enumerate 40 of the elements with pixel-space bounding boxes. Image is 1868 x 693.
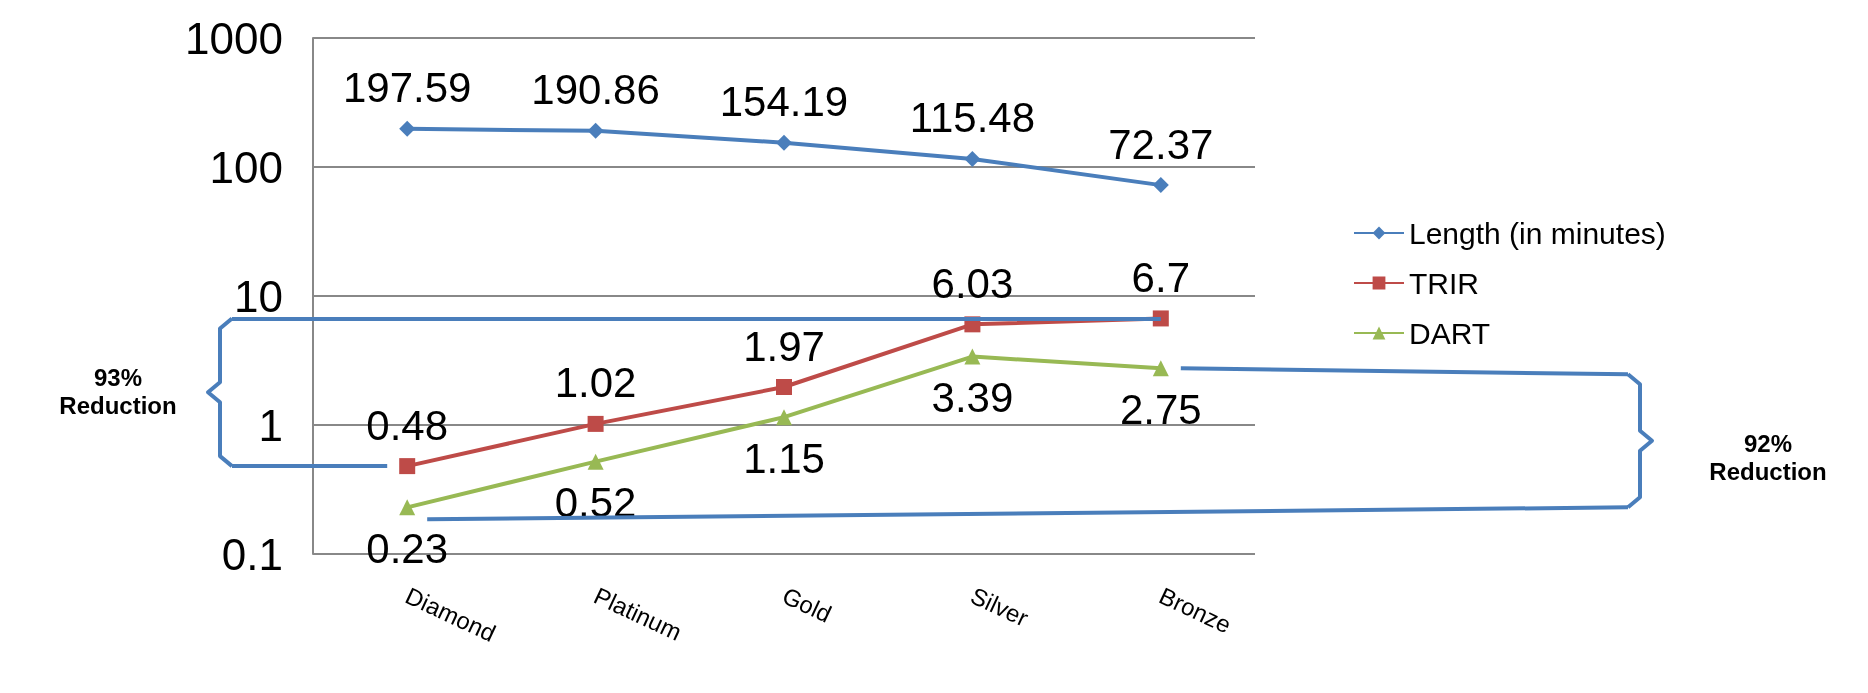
y-tick-label: 100	[209, 142, 283, 192]
point	[399, 458, 416, 475]
point	[587, 122, 604, 139]
data-label: 6.03	[931, 259, 1014, 307]
y-tick-label: 1	[258, 400, 283, 450]
data-label: 190.86	[531, 66, 660, 114]
legend-label: Length (in minutes)	[1409, 216, 1666, 250]
y-tick-label: 1000	[185, 13, 283, 63]
data-label: 2.75	[1119, 385, 1202, 433]
x-tick-label: Gold	[778, 581, 836, 628]
data-label: 72.37	[1108, 120, 1214, 168]
data-label: 0.52	[554, 479, 637, 527]
point	[1152, 360, 1169, 377]
point	[587, 415, 604, 432]
data-label: 3.39	[931, 374, 1014, 422]
data-label: 154.19	[719, 78, 849, 126]
legend-label: DART	[1409, 316, 1491, 350]
y-tick-label: 0.1	[221, 529, 283, 579]
point	[399, 120, 416, 137]
data-label: 6.7	[1131, 253, 1190, 301]
point	[776, 134, 792, 151]
point	[399, 499, 416, 516]
data-label: 1.02	[554, 359, 637, 407]
legend-label: TRIR	[1409, 266, 1479, 300]
y-tick-label: 10	[234, 271, 283, 321]
point	[776, 409, 792, 426]
point	[776, 379, 792, 396]
data-label: 1.15	[743, 434, 825, 482]
data-label: 115.48	[909, 94, 1036, 142]
data-label: 1.97	[743, 322, 825, 370]
data-label: 197.59	[342, 64, 472, 112]
text: 93% Reduction	[59, 364, 177, 420]
text: 92% Reduction	[1709, 429, 1827, 485]
x-tick-label: Silver	[966, 581, 1033, 632]
point	[1152, 177, 1169, 194]
point	[964, 150, 981, 167]
data-label: 0.23	[366, 524, 449, 572]
data-label: 0.48	[366, 401, 449, 449]
point	[587, 453, 604, 470]
point	[964, 348, 981, 365]
